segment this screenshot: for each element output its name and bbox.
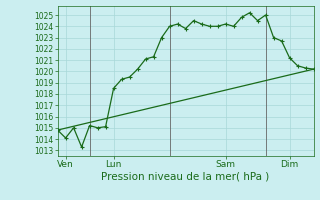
X-axis label: Pression niveau de la mer( hPa ): Pression niveau de la mer( hPa ) xyxy=(101,172,270,182)
